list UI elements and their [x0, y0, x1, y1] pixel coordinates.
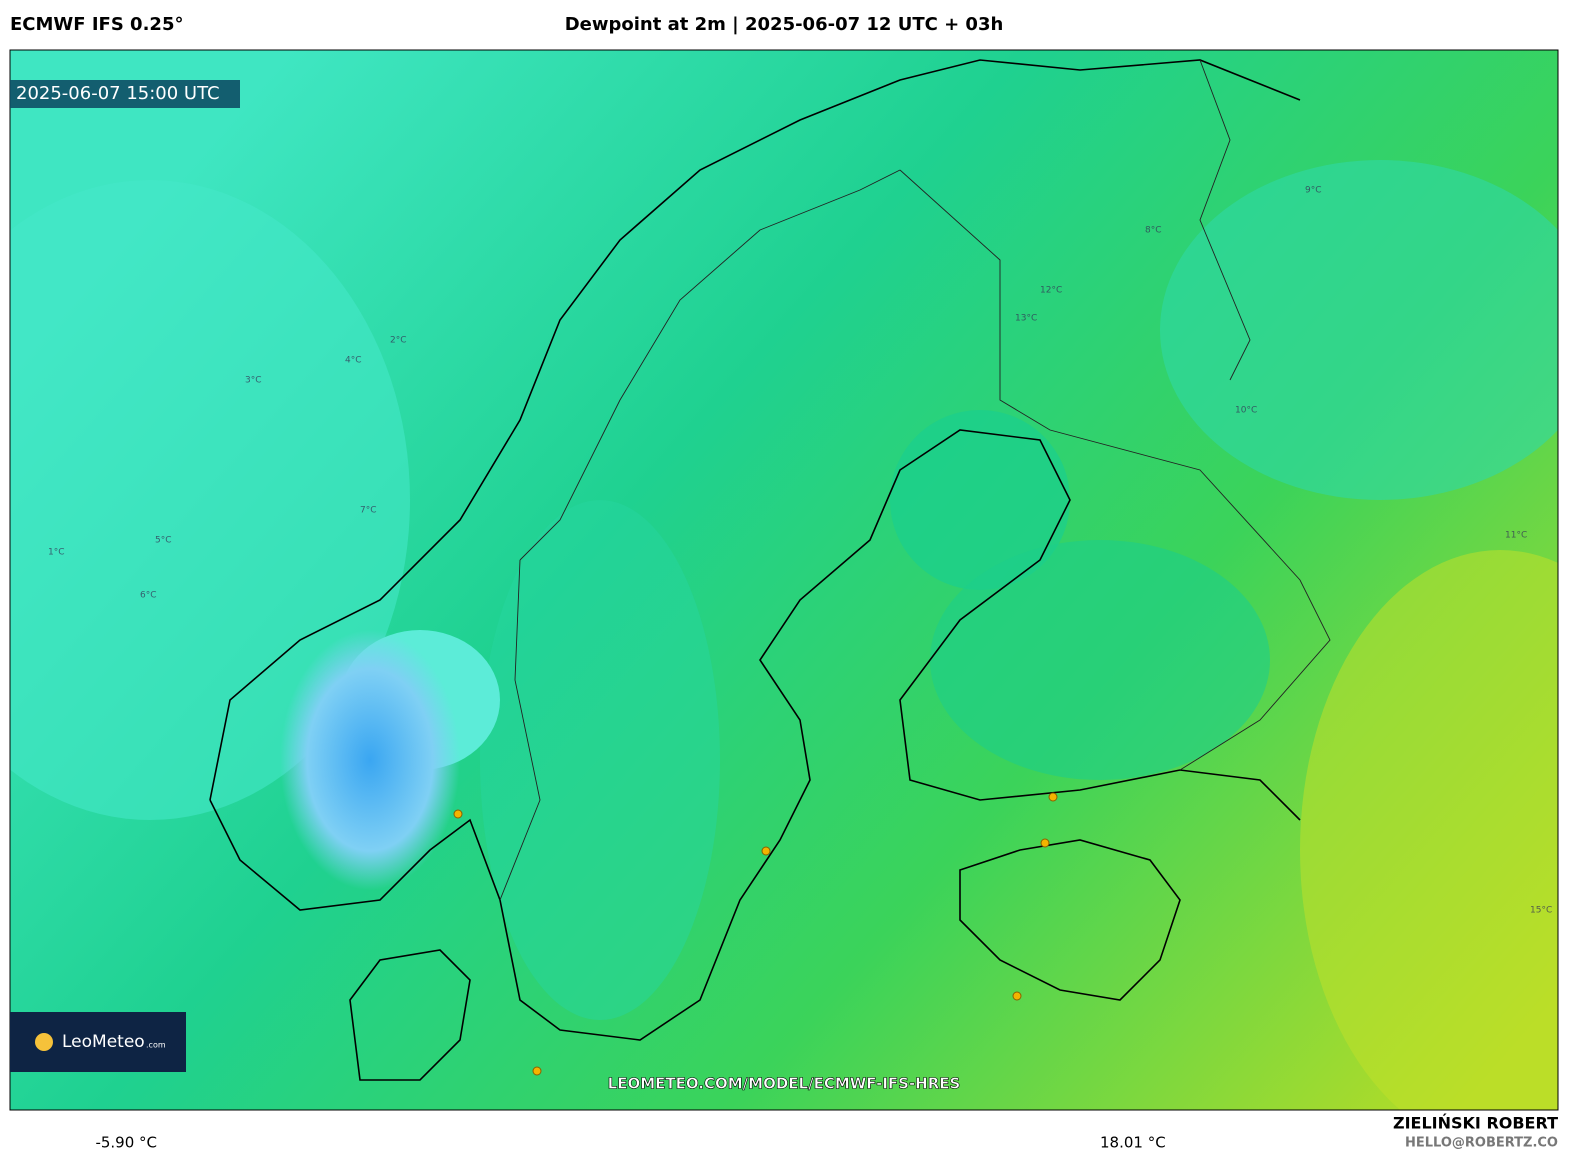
logo-name: LeoMeteo [62, 1032, 145, 1052]
warm-region [1300, 550, 1558, 1110]
logo-sun [35, 1033, 53, 1051]
finland-region [930, 540, 1270, 780]
author-email: HELLO@ROBERTZ.CO [1405, 1136, 1558, 1151]
model-url: LEOMETEO.COM/MODEL/ECMWF-IFS-HRES [608, 1075, 961, 1093]
contour-label: 11°C [1505, 531, 1527, 541]
sea-region [10, 180, 410, 820]
contour-label: 15°C [1530, 906, 1552, 916]
contour-labels: 2°C 3°C 4°C 5°C 6°C 7°C 8°C 9°C 10°C 11°C 12°C 13°C… [48, 186, 1552, 916]
coastlines [209, 59, 1301, 1081]
logo-suffix: .com [146, 1041, 166, 1050]
bothnia-region [890, 410, 1070, 590]
contour-label: 13°C [1015, 314, 1037, 324]
cold-region [280, 630, 460, 890]
borders [499, 59, 1331, 901]
contour-label: 6°C [140, 591, 157, 601]
cities [453, 792, 1058, 1076]
contour-label: 5°C [155, 536, 172, 546]
contour-label: 8°C [1145, 226, 1162, 236]
colorbar-max: 18.01 °C [1100, 1134, 1166, 1152]
contour-label: 10°C [1235, 406, 1257, 416]
valid-time: 2025-06-07 15:00 UTC [16, 83, 220, 104]
contour-label: 7°C [360, 506, 377, 516]
kola-region [1160, 160, 1558, 500]
contour-label: 1°C [48, 548, 65, 558]
contour-label: 4°C [345, 356, 362, 366]
map-frame [9, 49, 1559, 1111]
contour-label: 12°C [1040, 286, 1062, 296]
contour-label: 3°C [245, 376, 262, 386]
valid-time-box [10, 80, 240, 108]
model-name: ECMWF IFS 0.25° [10, 14, 183, 35]
author: ZIELIŃSKI ROBERT [1393, 1114, 1558, 1133]
contour-label: 9°C [1305, 186, 1322, 196]
colorbar-min: -5.90 °C [95, 1134, 157, 1152]
sweden-region [480, 500, 720, 1020]
map: 2°C 3°C 4°C 5°C 6°C 7°C 8°C 9°C 10°C 11°C 12°C 13°C… [10, 50, 1558, 1110]
contour-label: 2°C [390, 336, 407, 346]
map-title: Dewpoint at 2m | 2025-06-07 12 UTC + 03h [565, 14, 1004, 35]
